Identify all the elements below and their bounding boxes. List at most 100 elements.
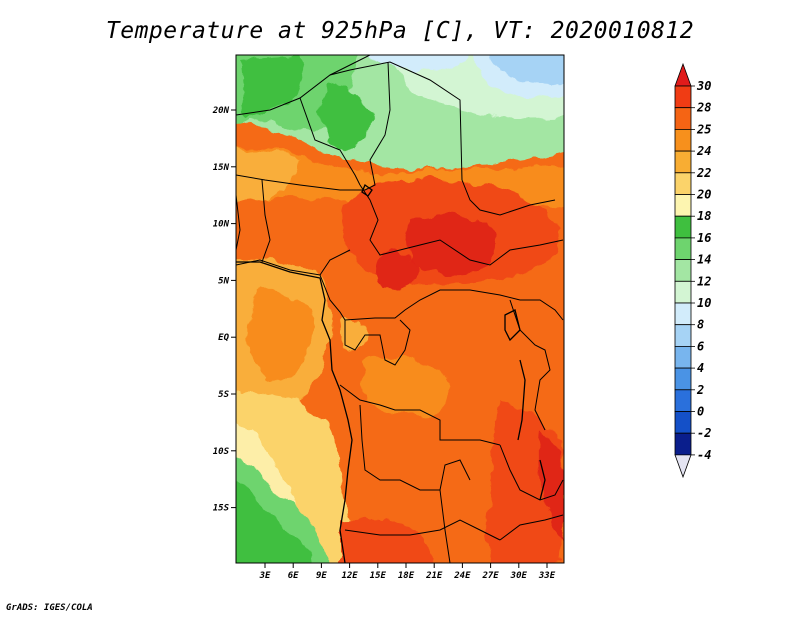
lon-label: 30E [510,571,528,581]
legend-swatch [674,150,692,174]
lat-label: 5N [218,276,229,286]
legend-swatch [674,85,692,109]
legend-swatch [674,107,692,130]
lat-label: EQ [218,333,229,343]
legend-label: 24 [696,144,711,158]
lat-label: 20N [212,106,230,116]
border-north [236,61,463,181]
legend-swatch [674,172,692,195]
field-green-north [240,55,304,120]
legend-swatch [674,367,692,391]
legend-swatch [674,345,692,369]
legend-swatch [674,389,692,412]
lat-label: 10S [213,447,230,457]
latitude-axis: 20N 15N 10N 5N EQ 5S 10S 15S [212,106,236,514]
border-nigeria [236,249,351,276]
field-light-orange-nw [236,148,300,203]
lon-label: 12E [341,571,358,581]
legend-swatch [674,280,692,304]
lon-label: 6E [288,571,299,581]
legend-label: 25 [696,122,711,136]
border-north-2 [329,55,420,76]
field-orange-patch [360,356,448,416]
legend-label: 20 [696,188,711,202]
legend-swatch [674,324,692,347]
border-botswana [439,489,451,563]
legend-label: 12 [697,274,711,288]
border-namibia [344,519,501,541]
legend-label: 28 [696,101,711,115]
lake-chad [361,184,373,197]
field-very-warm-s [340,518,434,563]
border-gabon [344,319,411,366]
border-car [359,184,564,266]
border-lakes [509,299,551,431]
lon-label: 24E [453,571,471,581]
lake-malawi [539,459,546,501]
field-orange-gulf [248,290,315,381]
lat-label: 10N [213,220,230,230]
legend-label: -2 [697,426,711,440]
legend-swatch [674,259,692,282]
legend-label: 6 [697,339,704,353]
lon-label: 21E [425,571,443,581]
border-zambia [499,444,564,501]
border-ghana [236,194,241,251]
legend-swatch [674,237,692,260]
border-chad-sudan [461,179,556,216]
legend-swatch [674,128,692,152]
lat-label: 15N [213,163,230,173]
lon-label: 18E [398,571,415,581]
field-light-blue [490,55,564,86]
legend-swatch [674,432,692,456]
field-hot-core-2 [376,254,420,289]
legend-swatch [674,411,692,434]
legend-label: 0 [697,405,704,419]
legend-label: 14 [697,253,711,267]
lon-label: 15E [370,571,387,581]
legend-label: 10 [697,296,711,310]
legend-label: 16 [697,231,711,245]
legend-label: 8 [697,318,704,332]
legend-label: -4 [697,448,711,462]
lon-label: 9E [316,571,327,581]
credit-text: GrADS: IGES/COLA [6,603,93,613]
legend-label: 18 [697,209,711,223]
legend-label: 22 [696,166,711,180]
border-sahel [236,61,391,191]
chart-title: Temperature at 925hPa [C], VT: 202001081… [105,18,695,44]
country-borders [236,55,564,563]
border-uganda [520,299,564,321]
border-niger-nigeria [299,97,361,186]
temperature-field [236,55,564,563]
map-frame [235,54,565,564]
coastline [236,184,546,563]
lon-label: 33E [538,571,556,581]
lake-tanganyika [517,359,526,441]
legend-arrow-bottom [674,454,692,479]
legend-label: 2 [696,383,704,397]
field-pale-blue-2 [370,55,467,72]
field-light-orange-patch [340,319,370,353]
legend-swatch [674,194,692,217]
border-benin [261,179,271,263]
field-green-center [320,80,375,150]
field-hot-se [538,430,564,540]
legend-label: 4 [697,361,704,375]
legend-swatch [674,215,692,239]
longitude-axis: 3E 6E 9E 12E 15E 18E 21E 24E 27E 30E 33E [259,563,556,581]
lat-label: 5S [218,390,229,400]
border-angola [359,404,471,491]
lake-victoria [504,309,521,342]
border-mozambique [499,514,564,541]
lon-label: 27E [481,571,499,581]
border-cameroon-congo [319,274,521,321]
legend-label: 30 [696,79,711,93]
legend-arrow-top [674,62,692,87]
border-drc-south [339,384,501,446]
field-hot-core [406,213,496,274]
coastline-atlantic [236,261,353,563]
lon-label: 3E [259,571,271,581]
